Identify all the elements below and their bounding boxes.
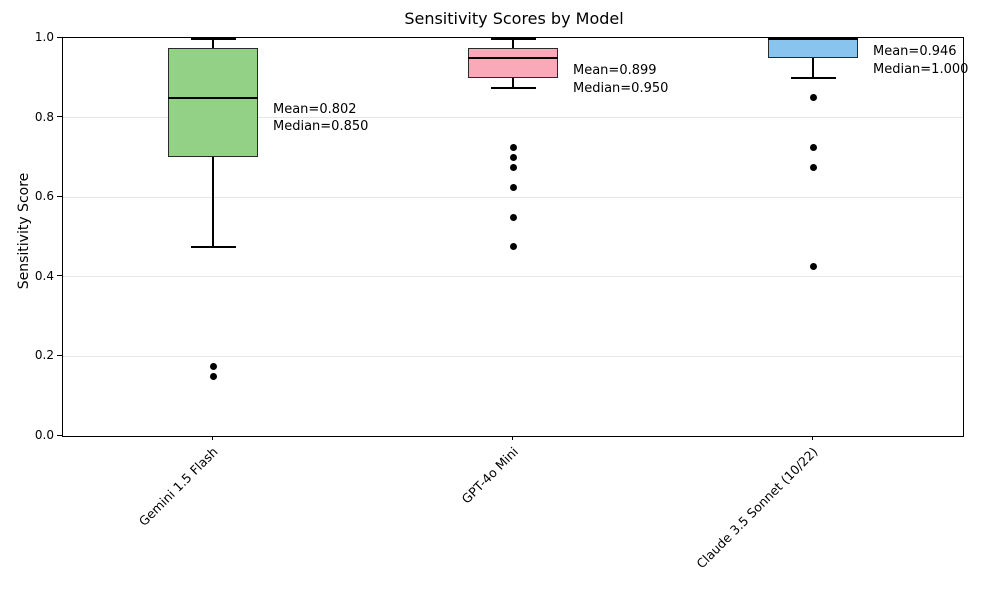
annotation-mean-median: Mean=0.802 Median=0.850 bbox=[273, 101, 368, 136]
annotation-line: Median=1.000 bbox=[873, 61, 969, 77]
outlier-dot bbox=[509, 163, 517, 171]
box-rect bbox=[768, 38, 858, 58]
annotation-line: Median=0.850 bbox=[273, 119, 369, 135]
outlier-dot bbox=[509, 243, 517, 251]
annotation-line: Mean=0.802 bbox=[273, 101, 357, 117]
chart-title: Sensitivity Scores by Model bbox=[404, 9, 624, 28]
grid-line bbox=[63, 276, 963, 278]
whisker-cap-lower bbox=[190, 245, 236, 248]
box-rect bbox=[168, 47, 258, 158]
y-tick-label: 0.0 bbox=[34, 428, 54, 442]
annotation-line: Mean=0.946 bbox=[873, 44, 957, 60]
annotation-line: Mean=0.899 bbox=[573, 63, 657, 79]
x-tick-mark bbox=[511, 436, 513, 440]
box-rect bbox=[468, 47, 558, 78]
y-tick-mark bbox=[57, 116, 62, 118]
x-tick-label: Claude 3.5 Sonnet (10/22) bbox=[693, 444, 821, 572]
median-line bbox=[468, 56, 558, 59]
y-tick-mark bbox=[57, 36, 62, 38]
whisker-cap-lower bbox=[790, 76, 836, 79]
whisker-lower bbox=[212, 157, 214, 247]
annotation-mean-median: Mean=0.899 Median=0.950 bbox=[573, 62, 668, 97]
outlier-dot bbox=[809, 263, 817, 271]
grid-line bbox=[63, 117, 963, 119]
y-tick-mark bbox=[57, 434, 62, 436]
outlier-dot bbox=[809, 143, 817, 151]
whisker-lower bbox=[512, 77, 514, 88]
x-tick-mark bbox=[811, 436, 813, 440]
outlier-dot bbox=[509, 143, 517, 151]
annotation-line: Median=0.950 bbox=[573, 80, 669, 96]
outlier-dot bbox=[509, 183, 517, 191]
outlier-dot bbox=[809, 94, 817, 102]
y-tick-label: 0.4 bbox=[34, 268, 54, 283]
x-tick-label: GPT-4o Mini bbox=[458, 444, 521, 507]
outlier-dot bbox=[209, 362, 217, 370]
grid-line bbox=[63, 196, 963, 198]
whisker-lower bbox=[812, 57, 814, 78]
whisker-cap-upper bbox=[190, 38, 236, 40]
y-tick-label: 0.8 bbox=[34, 109, 54, 124]
y-tick-label: 1.0 bbox=[34, 30, 54, 44]
y-tick-label: 0.6 bbox=[34, 189, 54, 204]
outlier-dot bbox=[509, 153, 517, 161]
x-tick-label: Gemini 1.5 Flash bbox=[135, 444, 221, 529]
grid-line bbox=[63, 355, 963, 357]
whisker-upper bbox=[212, 38, 214, 48]
annotation-mean-median: Mean=0.946 Median=1.000 bbox=[873, 43, 968, 78]
whisker-upper bbox=[512, 38, 514, 48]
median-line bbox=[168, 96, 258, 99]
whisker-cap-upper bbox=[490, 38, 536, 40]
plot-area: Mean=0.802 Median=0.850 Mean=0.899 Median=0… bbox=[62, 37, 968, 437]
outlier-dot bbox=[209, 372, 217, 380]
outlier-dot bbox=[809, 163, 817, 171]
outlier-dot bbox=[509, 213, 517, 221]
median-line bbox=[768, 38, 858, 40]
x-tick-mark bbox=[211, 436, 213, 440]
y-tick-mark bbox=[57, 275, 62, 277]
y-tick-mark bbox=[57, 354, 62, 356]
y-tick-label: 0.2 bbox=[34, 348, 54, 363]
y-tick-mark bbox=[57, 195, 62, 197]
whisker-cap-lower bbox=[490, 86, 536, 89]
